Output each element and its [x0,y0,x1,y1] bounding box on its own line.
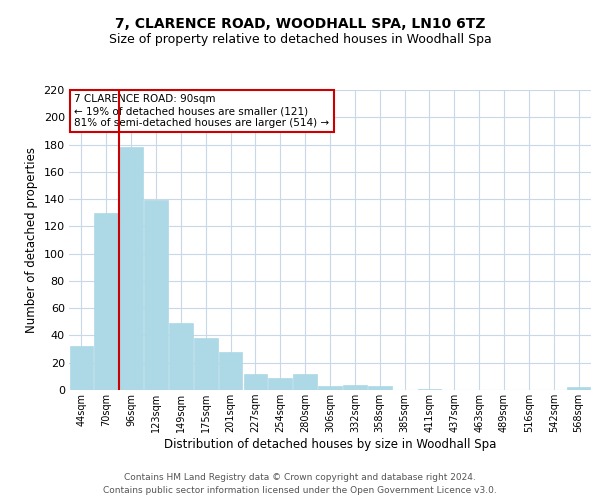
Bar [169,323,193,390]
Bar [567,388,590,390]
Bar [244,374,267,390]
Bar [368,386,392,390]
Bar [293,374,317,390]
Text: 7 CLARENCE ROAD: 90sqm
← 19% of detached houses are smaller (121)
81% of semi-de: 7 CLARENCE ROAD: 90sqm ← 19% of detached… [74,94,329,128]
Bar [268,378,292,390]
Bar [94,212,118,390]
Text: Size of property relative to detached houses in Woodhall Spa: Size of property relative to detached ho… [109,32,491,46]
Text: Contains HM Land Registry data © Crown copyright and database right 2024.: Contains HM Land Registry data © Crown c… [124,474,476,482]
Bar [343,384,367,390]
Bar [219,352,242,390]
Bar [418,388,441,390]
Text: Contains public sector information licensed under the Open Government Licence v3: Contains public sector information licen… [103,486,497,495]
X-axis label: Distribution of detached houses by size in Woodhall Spa: Distribution of detached houses by size … [164,438,496,451]
Text: 7, CLARENCE ROAD, WOODHALL SPA, LN10 6TZ: 7, CLARENCE ROAD, WOODHALL SPA, LN10 6TZ [115,18,485,32]
Y-axis label: Number of detached properties: Number of detached properties [25,147,38,333]
Bar [194,338,218,390]
Bar [144,200,168,390]
Bar [70,346,93,390]
Bar [318,386,342,390]
Bar [119,148,143,390]
